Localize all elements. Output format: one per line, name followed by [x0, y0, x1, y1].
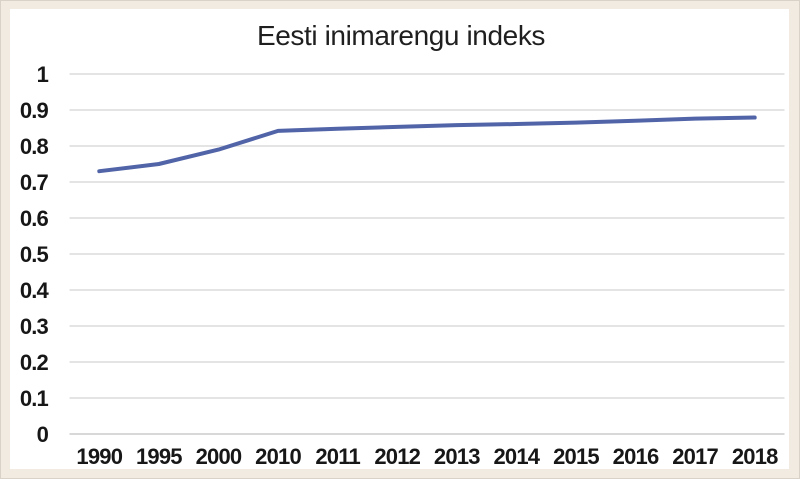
x-tick-label: 1995 — [136, 444, 182, 469]
x-tick-label: 2014 — [494, 444, 541, 469]
y-tick-label: 0.1 — [20, 386, 49, 411]
x-tick-label: 2000 — [196, 444, 242, 469]
x-tick-label: 2017 — [672, 444, 718, 469]
gridlines — [69, 73, 785, 435]
y-axis-labels: 1 0.9 0.8 0.7 0.6 0.5 0.4 0.3 0.2 0.1 0 — [20, 62, 51, 447]
y-tick-label: 1 — [37, 62, 49, 87]
x-tick-label: 2016 — [613, 444, 659, 469]
y-tick-label: 0.4 — [20, 278, 50, 303]
data-line-series — [97, 115, 757, 174]
y-tick-label: 0 — [37, 422, 49, 447]
x-tick-label: 2011 — [315, 444, 360, 469]
y-tick-label: 0.9 — [20, 98, 49, 123]
y-tick-label: 0.6 — [20, 206, 49, 231]
chart-background — [10, 9, 789, 469]
y-tick-label: 0.5 — [20, 242, 49, 267]
y-tick-label: 0.7 — [20, 170, 49, 195]
y-tick-label: 0.3 — [20, 314, 49, 339]
x-tick-label: 2013 — [434, 444, 480, 469]
x-tick-label: 2015 — [553, 444, 599, 469]
x-axis-labels: 1990 1995 2000 2010 2011 2012 2013 2014 2015 2016… — [76, 444, 779, 469]
x-tick-label: 1990 — [76, 444, 122, 469]
x-tick-label: 2012 — [374, 444, 420, 469]
y-tick-label: 0.8 — [20, 134, 49, 159]
y-tick-label: 0.2 — [20, 350, 49, 375]
x-tick-label: 2010 — [255, 444, 301, 469]
chart-title: Eesti inimarengu indeks — [257, 20, 545, 51]
x-tick-label: 2018 — [732, 444, 778, 469]
